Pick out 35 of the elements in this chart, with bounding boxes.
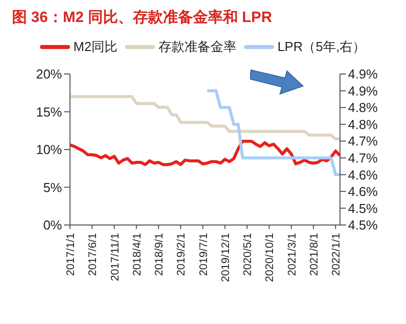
- x-tick-label: 2018/9/1: [154, 233, 166, 276]
- y2-tick-label: 4.6%: [348, 167, 378, 182]
- x-tick-label: 2017/1/1: [65, 233, 77, 276]
- x-tick-label: 2020/10/1: [264, 233, 276, 282]
- y2-tick-label: 4.9%: [348, 83, 378, 98]
- legend-label: 存款准备金率: [158, 38, 236, 56]
- line-series: [206, 89, 342, 176]
- x-tick-label: 2021/8/1: [308, 233, 320, 276]
- legend-label: M2同比: [73, 38, 118, 56]
- chart-title: 图 36：M2 同比、存款准备金率和 LPR: [11, 8, 274, 28]
- x-tick-label: 2019/2/1: [176, 233, 188, 276]
- y2-tick-label: 4.7%: [348, 134, 378, 149]
- x-tick-label: 2022/1/1: [330, 233, 343, 276]
- x-tick-label: 2018/4/1: [131, 233, 144, 276]
- x-tick-label: 2019/7/1: [198, 233, 210, 276]
- x-tick-label: 2017/6/1: [87, 233, 100, 276]
- x-tick-label: 2017/11/1: [109, 233, 122, 282]
- y2-tick-label: 4.7%: [348, 150, 378, 166]
- y-tick-label: 10%: [36, 142, 62, 158]
- y-tick-label: 15%: [36, 104, 62, 120]
- y2-tick-label: 4.8%: [348, 116, 378, 132]
- line-series: [68, 95, 342, 140]
- x-tick-label: 2020/5/1: [242, 233, 254, 276]
- line-series: [68, 140, 342, 166]
- x-tick-label: 2019/12/1: [220, 233, 232, 282]
- legend-label: LPR（5年,右）: [277, 38, 366, 56]
- y-tick-label: 5%: [43, 180, 62, 195]
- y-tick-label: 20%: [36, 66, 62, 82]
- y2-tick-label: 4.5%: [348, 218, 378, 233]
- y2-tick-label: 4.8%: [348, 100, 378, 116]
- y2-tick-label: 4.9%: [348, 66, 378, 82]
- y-tick-label: 0%: [43, 218, 62, 233]
- y2-tick-label: 4.6%: [348, 184, 378, 200]
- y2-tick-label: 4.5%: [348, 200, 378, 216]
- x-tick-label: 2021/3/1: [286, 233, 298, 276]
